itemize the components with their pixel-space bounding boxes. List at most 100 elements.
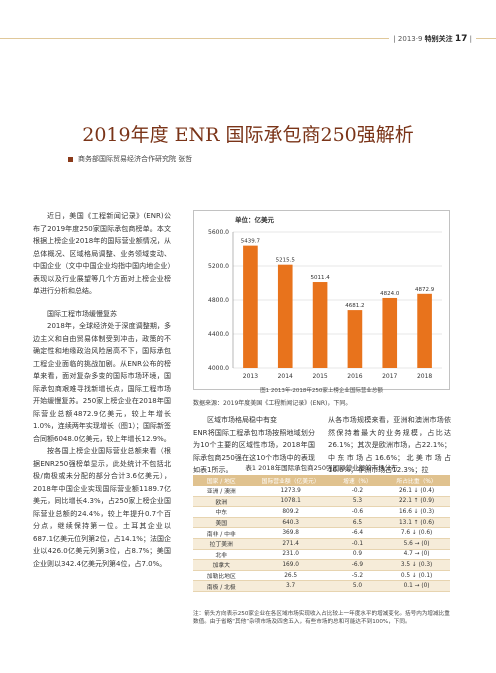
table-row: 中东 809.2 -0.6 16.6 ↓ (0.3)	[193, 506, 450, 518]
byline: 商务部国际贸易经济合作研究院 张哲	[68, 154, 192, 164]
table-cell: 22.1 ↑ (0.9)	[383, 496, 450, 508]
table-cell: 北非	[193, 549, 250, 561]
table-row: 北非 231.0 0.9 4.7 → (0)	[193, 549, 450, 561]
body-paragraph: 2018年，全球经济处于深度调整期，多边主义和自由贸易体制受到冲击，政策的不确定…	[33, 322, 171, 443]
table-note: 注：箭头方向表示250家企业在各区域市场实现收入占比较上一年度水平的增减变化。括…	[193, 611, 450, 625]
x-tick-label: 2018	[417, 373, 432, 380]
table-cell: 亚洲 / 澳洲	[193, 486, 250, 497]
table-cell: 南极 / 北极	[193, 580, 250, 592]
bar	[312, 282, 328, 368]
figure-caption: 图1 2013年-2018年250家上榜企业国际营业总额	[260, 388, 383, 394]
column-header: 国家 / 地区	[193, 475, 250, 486]
running-header: | 2013·9 特别关注 17 |	[389, 34, 476, 44]
y-tick-label: 4000.0	[208, 365, 229, 372]
bar	[417, 293, 432, 368]
y-tick-label: 5600.0	[208, 229, 229, 236]
market-distribution-table: 国家 / 地区 国际营业额（亿美元） 增速（%） 所占比重（%） 亚洲 / 澳洲…	[193, 475, 450, 592]
x-tick-label: 2014	[278, 373, 293, 380]
table-cell: 欧洲	[193, 496, 250, 508]
revenue-chart: 单位：亿美元 4000.0 4400.0 4800.0 5200.0 5600.0 5439…	[193, 210, 450, 390]
table-cell: 369.8	[249, 527, 332, 539]
bar	[347, 310, 363, 368]
section-label: 特别关注	[424, 35, 453, 43]
table-cell: 0.1 → (0)	[383, 580, 450, 592]
x-tick-label: 2015	[312, 373, 327, 380]
column-header: 国际营业额（亿美元）	[249, 475, 332, 486]
table-cell: 26.1 ↓ (0.4)	[383, 486, 450, 497]
body-paragraph: 按各国上榜企业国际营业总额来看（根据ENR250强榜单显示，此处统计不包括北极/…	[33, 447, 171, 568]
table-cell: -0.6	[331, 506, 384, 518]
table-row: 欧洲 1078.1 5.3 22.1 ↑ (0.9)	[193, 496, 450, 508]
table-cell: 5.0	[331, 580, 384, 592]
section-heading: 区域市场格局稳中有变	[207, 416, 277, 424]
table-cell: -6.9	[331, 559, 384, 571]
data-label: 4681.2	[345, 303, 364, 309]
table-cell: 640.3	[249, 517, 332, 529]
table-cell: 6.5	[331, 517, 384, 529]
middle-column: 区域市场格局稳中有变 ENR将国际工程承包市场按照地域划分为10个主要的区域性市…	[193, 414, 315, 477]
table-cell: 拉丁美洲	[193, 538, 250, 550]
table-row: 加拿大 169.0 -6.9 3.5 ↓ (0.3)	[193, 559, 450, 571]
table-cell: -5.2	[331, 570, 384, 582]
table-cell: 1273.9	[249, 486, 332, 497]
table-cell: 美国	[193, 517, 250, 529]
table-row: 拉丁美洲 271.4 -0.1 5.6 → (0)	[193, 538, 450, 550]
table-cell: 5.3	[331, 496, 384, 508]
table-cell: -0.2	[331, 486, 384, 497]
table-caption: 表1 2018年国际承包商250强国际营业额的市场分布	[245, 464, 398, 472]
table-cell: 809.2	[249, 506, 332, 518]
data-label: 4872.9	[415, 287, 435, 293]
table-row: 美国 640.3 6.5 13.1 ↑ (0.6)	[193, 517, 450, 529]
y-tick-label: 5200.0	[208, 263, 229, 270]
right-column: 从各市场规模来看，亚洲和澳洲市场依然保持着最大的业务规模，占比达26.1%；其次…	[328, 414, 451, 477]
header-bar: |	[469, 35, 472, 43]
table-cell: 0.9	[331, 549, 384, 561]
section-heading: 国际工程市场缓慢复苏	[47, 309, 117, 318]
page-number: 17	[454, 34, 468, 44]
article-title: 2019年度 ENR 国际承包商250强解析	[82, 124, 414, 146]
data-label: 4824.0	[380, 291, 400, 297]
table-header-row: 国家 / 地区 国际营业额（亿美元） 增速（%） 所占比重（%）	[193, 475, 450, 486]
column-header: 所占比重（%）	[383, 475, 450, 486]
table-cell: 16.6 ↓ (0.3)	[383, 506, 450, 518]
table-cell: 1078.1	[249, 496, 332, 508]
data-label: 5215.5	[276, 258, 296, 264]
table-row: 南非 / 中非 369.8 -6.4 7.6 ↓ (0.6)	[193, 527, 450, 539]
chart-svg: 单位：亿美元 4000.0 4400.0 4800.0 5200.0 5600.0 5439…	[193, 210, 450, 390]
data-label: 5439.7	[241, 239, 261, 245]
table-cell: 5.6 → (0)	[383, 538, 450, 550]
data-label: 5011.4	[310, 275, 330, 281]
x-tick-label: 2013	[243, 373, 258, 380]
table-cell: 0.5 ↓ (0.1)	[383, 570, 450, 582]
table-cell: 13.1 ↑ (0.6)	[383, 517, 450, 529]
table-cell: -6.4	[331, 527, 384, 539]
table-cell: 南非 / 中非	[193, 527, 250, 539]
body-paragraph: 从各市场规模来看，亚洲和澳洲市场依然保持着最大的业务规模，占比达26.1%；其次…	[328, 416, 451, 474]
chart-unit-label: 单位：亿美元	[235, 215, 275, 224]
issue-label: | 2013·9	[393, 35, 423, 43]
column-header: 增速（%）	[331, 475, 384, 486]
y-tick-label: 4800.0	[208, 297, 229, 304]
square-bullet-icon	[68, 156, 73, 162]
body-paragraph: ENR将国际工程承包市场按照地域划分为10个主要的区域性市场，2018年国际承包…	[193, 428, 315, 475]
table-cell: 26.5	[249, 570, 332, 582]
bar	[277, 264, 293, 368]
left-column: 近日，美国《工程新闻记录》(ENR)公布了2019年度250家国际承包商榜单。本…	[33, 210, 171, 570]
table-cell: 中东	[193, 506, 250, 518]
table-cell: 加勒比地区	[193, 570, 250, 582]
x-tick-label: 2016	[347, 373, 362, 380]
table-cell: 加拿大	[193, 559, 250, 571]
table-cell: 271.4	[249, 538, 332, 550]
table-cell: 7.6 ↓ (0.6)	[383, 527, 450, 539]
table-cell: 4.7 → (0)	[383, 549, 450, 561]
bar	[382, 297, 398, 368]
table-cell: -0.1	[331, 538, 384, 550]
table-row: 亚洲 / 澳洲 1273.9 -0.2 26.1 ↓ (0.4)	[193, 486, 450, 497]
table-cell: 3.5 ↓ (0.3)	[383, 559, 450, 571]
table-cell: 169.0	[249, 559, 332, 571]
header-rule	[0, 38, 496, 39]
bar	[243, 245, 258, 368]
table-row: 南极 / 北极 3.7 5.0 0.1 → (0)	[193, 580, 450, 592]
author: 商务部国际贸易经济合作研究院 张哲	[78, 155, 193, 163]
intro-paragraph: 近日，美国《工程新闻记录》(ENR)公布了2019年度250家国际承包商榜单。本…	[33, 212, 171, 295]
